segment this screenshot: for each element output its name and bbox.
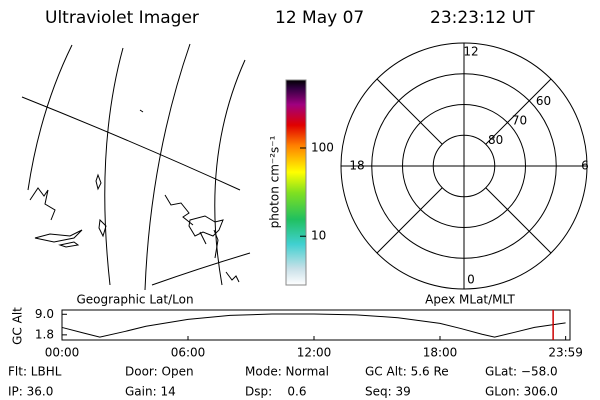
status-field: Door: Open [125,365,194,379]
polar-caption: Apex MLat/MLT [425,293,515,307]
colorbar-label: photon cm⁻²s⁻¹ [268,135,282,228]
map-caption: Geographic Lat/Lon [76,293,193,307]
status-field: GLon: 306.0 [485,385,558,399]
diagonal [485,187,552,254]
status-field: Dsp: 0.6 [245,385,307,399]
colorbar [285,79,307,286]
mlt-label: 6 [581,159,589,173]
x-tick-label: 00:00 [45,346,80,360]
status-field: Flt: LBHL [8,365,62,379]
tick-label: 10 [311,229,326,243]
mlt-label: 0 [467,273,475,287]
y-tick-label: 1.8 [35,327,54,341]
mlt-label: 18 [349,159,364,173]
x-tick-label: 23:59 [548,346,583,360]
status-field: Mode: Normal [245,365,329,379]
status-field: Gain: 14 [125,385,176,399]
diagonal [376,78,443,145]
altitude-line [61,313,566,338]
status-field: Seq: 39 [365,385,411,399]
status-field: GLat: −58.0 [485,365,558,379]
diagonal [376,187,443,254]
date: 12 May 07 [275,8,364,28]
tick-label: 100 [311,141,334,155]
title: Ultraviolet Imager [45,8,199,28]
time: 23:23:12 UT [430,8,535,28]
x-tick-label: 06:00 [171,346,206,360]
y-axis-label: GC Alt [11,307,25,345]
y-tick-label: 9.0 [35,307,54,321]
plot-frame [61,309,571,341]
lat-label: 60 [536,94,551,108]
x-tick-label: 18:00 [423,346,458,360]
status-field: GC Alt: 5.6 Re [365,365,449,379]
map [21,43,251,291]
status-field: IP: 36.0 [8,385,53,399]
lat-label: 70 [512,114,527,128]
lat-label: 80 [488,133,503,147]
mlt-label: 12 [463,45,478,59]
diagonal [485,78,552,145]
x-tick-label: 12:00 [297,346,332,360]
